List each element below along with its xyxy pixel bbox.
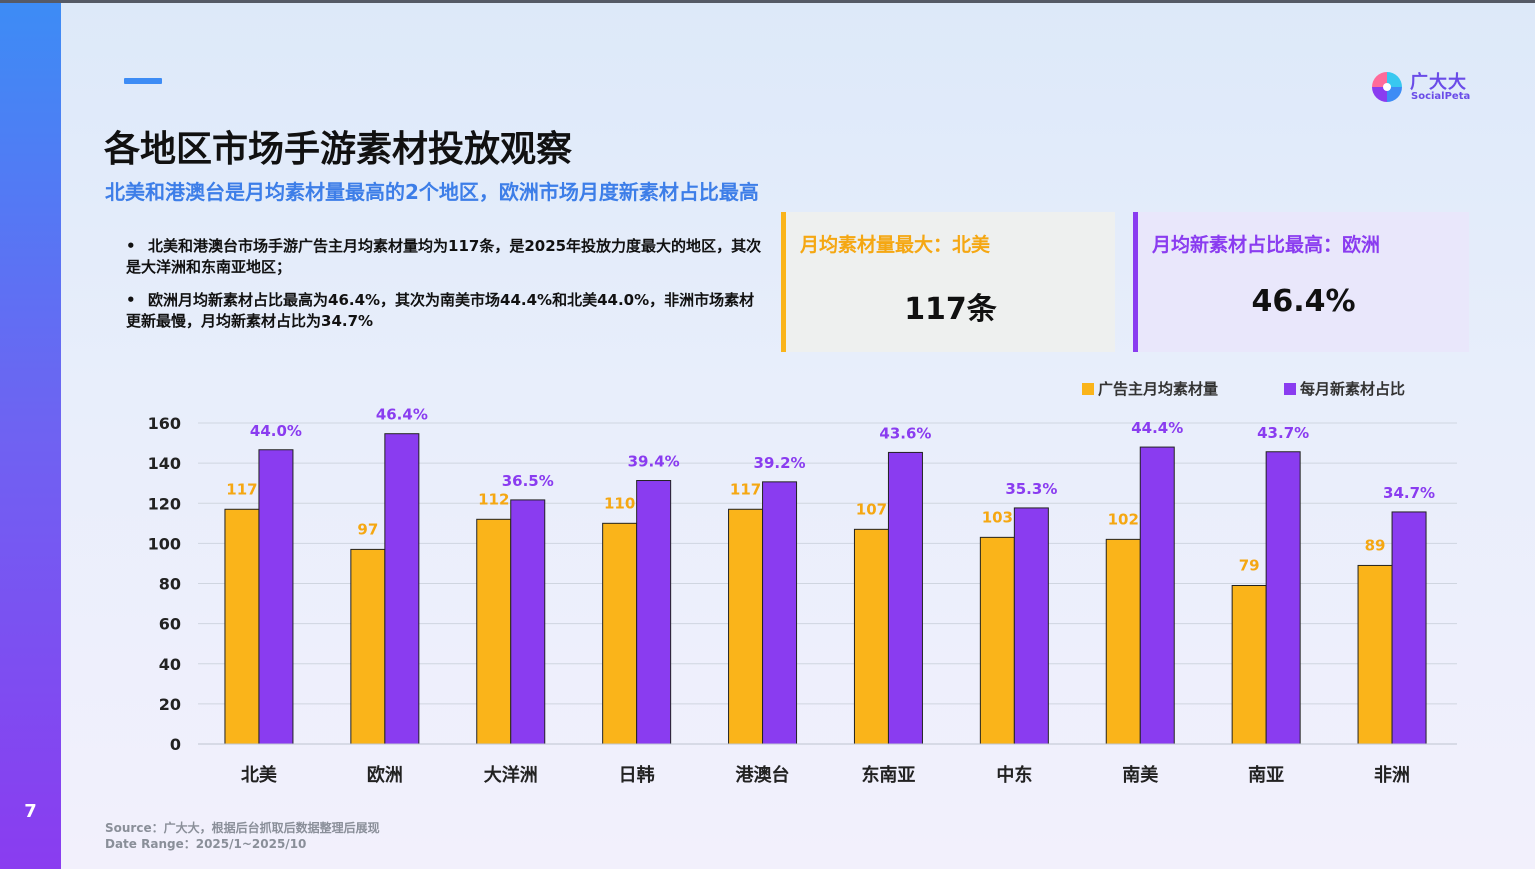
date-range-text: Date Range：2025/1~2025/10 bbox=[105, 837, 307, 851]
data-label-volume: 117 bbox=[730, 480, 761, 498]
page-number: 7 bbox=[24, 801, 37, 822]
y-tick-label: 100 bbox=[148, 534, 181, 553]
bar-volume bbox=[1105, 538, 1141, 745]
title-accent-bar bbox=[124, 78, 162, 84]
legend-label: 每月新素材占比 bbox=[1300, 380, 1406, 398]
data-label-new-ratio: 44.0% bbox=[250, 422, 302, 440]
x-tick-label: 南美 bbox=[1122, 764, 1158, 786]
y-tick-label: 160 bbox=[148, 414, 181, 433]
x-tick-label: 日韩 bbox=[619, 764, 655, 786]
y-tick-label: 40 bbox=[159, 655, 181, 674]
data-label-volume: 107 bbox=[856, 500, 887, 518]
data-label-volume: 102 bbox=[1108, 510, 1139, 528]
bar-new-ratio bbox=[1391, 511, 1427, 745]
bullet-text: 欧洲月均新素材占比最高为46.4%，其次为南美市场44.4%和北美44.0%，非… bbox=[126, 291, 755, 330]
y-tick-label: 80 bbox=[159, 575, 181, 594]
bar-new-ratio bbox=[1265, 451, 1301, 745]
bar-volume bbox=[224, 508, 260, 745]
data-label-new-ratio: 46.4% bbox=[376, 406, 428, 424]
bar-volume bbox=[1231, 585, 1267, 745]
bullet-marker: • bbox=[126, 237, 136, 255]
bar-volume bbox=[1357, 564, 1393, 745]
data-label-new-ratio: 43.7% bbox=[1257, 424, 1309, 442]
data-label-new-ratio: 39.2% bbox=[754, 454, 806, 472]
x-tick-label: 非洲 bbox=[1374, 764, 1410, 786]
bar-new-ratio bbox=[762, 481, 798, 745]
bullet-list: • 北美和港澳台市场手游广告主月均素材量均为117条，是2025年投放力度最大的… bbox=[126, 236, 766, 344]
data-label-volume: 110 bbox=[604, 494, 635, 512]
bar-new-ratio bbox=[1139, 446, 1175, 745]
stat-card-label: 月均新素材占比最高：欧洲 bbox=[1152, 234, 1381, 256]
data-label-volume: 112 bbox=[478, 490, 509, 508]
data-label-volume: 79 bbox=[1239, 557, 1260, 575]
y-tick-label: 140 bbox=[148, 454, 181, 473]
page-subtitle: 北美和港澳台是月均素材量最高的2个地区，欧洲市场月度新素材占比最高 bbox=[105, 180, 759, 204]
bar-new-ratio bbox=[384, 433, 420, 745]
top-border bbox=[0, 0, 1535, 3]
y-tick-label: 20 bbox=[159, 695, 181, 714]
data-label-new-ratio: 43.6% bbox=[879, 424, 931, 442]
logo-cn-text: 广大大 bbox=[1410, 72, 1467, 93]
bar-volume bbox=[979, 536, 1015, 745]
bar-new-ratio bbox=[1013, 507, 1049, 745]
stat-card-value: 46.4% bbox=[1251, 284, 1356, 319]
footer-source: Source：广大大，根据后台抓取后数据整理后展现 Date Range：202… bbox=[105, 820, 380, 852]
stat-card-max-new-ratio: 月均新素材占比最高：欧洲 46.4% bbox=[1133, 212, 1469, 352]
x-tick-label: 中东 bbox=[996, 764, 1032, 786]
bar-volume bbox=[728, 508, 764, 745]
page-title: 各地区市场手游素材投放观察 bbox=[104, 129, 573, 170]
bar-new-ratio bbox=[636, 480, 672, 745]
bar-new-ratio bbox=[258, 449, 294, 745]
bar-new-ratio bbox=[510, 499, 546, 745]
data-label-volume: 117 bbox=[226, 480, 257, 498]
data-label-volume: 97 bbox=[357, 520, 378, 538]
sidebar: 7 bbox=[0, 3, 61, 869]
data-label-volume: 103 bbox=[982, 508, 1013, 526]
data-label-new-ratio: 44.4% bbox=[1131, 419, 1183, 437]
x-tick-label: 大洋洲 bbox=[484, 764, 538, 786]
bullet-item: • 欧洲月均新素材占比最高为46.4%，其次为南美市场44.4%和北美44.0%… bbox=[126, 290, 766, 332]
logo: 广大大 SocialPeta bbox=[1370, 68, 1480, 108]
bullet-text: 北美和港澳台市场手游广告主月均素材量均为117条，是2025年投放力度最大的地区… bbox=[126, 237, 762, 276]
stat-card-label: 月均素材量最大：北美 bbox=[800, 234, 991, 256]
data-label-volume: 89 bbox=[1365, 536, 1386, 554]
bullet-marker: • bbox=[126, 291, 136, 309]
x-tick-label: 南亚 bbox=[1248, 764, 1284, 786]
data-label-new-ratio: 35.3% bbox=[1005, 480, 1057, 498]
x-tick-label: 北美 bbox=[241, 764, 277, 786]
y-tick-label: 0 bbox=[170, 735, 181, 754]
legend-swatch bbox=[1082, 383, 1094, 395]
stat-card-max-volume: 月均素材量最大：北美 117条 bbox=[781, 212, 1115, 352]
data-label-new-ratio: 34.7% bbox=[1383, 484, 1435, 502]
bullet-item: • 北美和港澳台市场手游广告主月均素材量均为117条，是2025年投放力度最大的… bbox=[126, 236, 766, 278]
x-tick-label: 港澳台 bbox=[736, 764, 790, 786]
x-tick-label: 东南亚 bbox=[861, 764, 915, 786]
legend-swatch bbox=[1284, 383, 1296, 395]
socialpeta-logo-icon bbox=[1372, 72, 1402, 102]
bar-volume bbox=[853, 528, 889, 745]
stat-card-value: 117条 bbox=[904, 292, 997, 327]
y-tick-label: 60 bbox=[159, 615, 181, 634]
data-label-new-ratio: 36.5% bbox=[502, 472, 554, 490]
logo-en-text: SocialPeta bbox=[1411, 91, 1471, 102]
legend-label: 广告主月均素材量 bbox=[1098, 380, 1219, 398]
source-text: Source：广大大，根据后台抓取后数据整理后展现 bbox=[105, 821, 380, 835]
bar-volume bbox=[476, 518, 512, 745]
x-tick-label: 欧洲 bbox=[367, 764, 403, 786]
bar-new-ratio bbox=[887, 451, 923, 745]
y-tick-label: 120 bbox=[148, 494, 181, 513]
bar-volume bbox=[602, 522, 638, 745]
bar-volume bbox=[350, 548, 386, 745]
data-label-new-ratio: 39.4% bbox=[628, 453, 680, 471]
